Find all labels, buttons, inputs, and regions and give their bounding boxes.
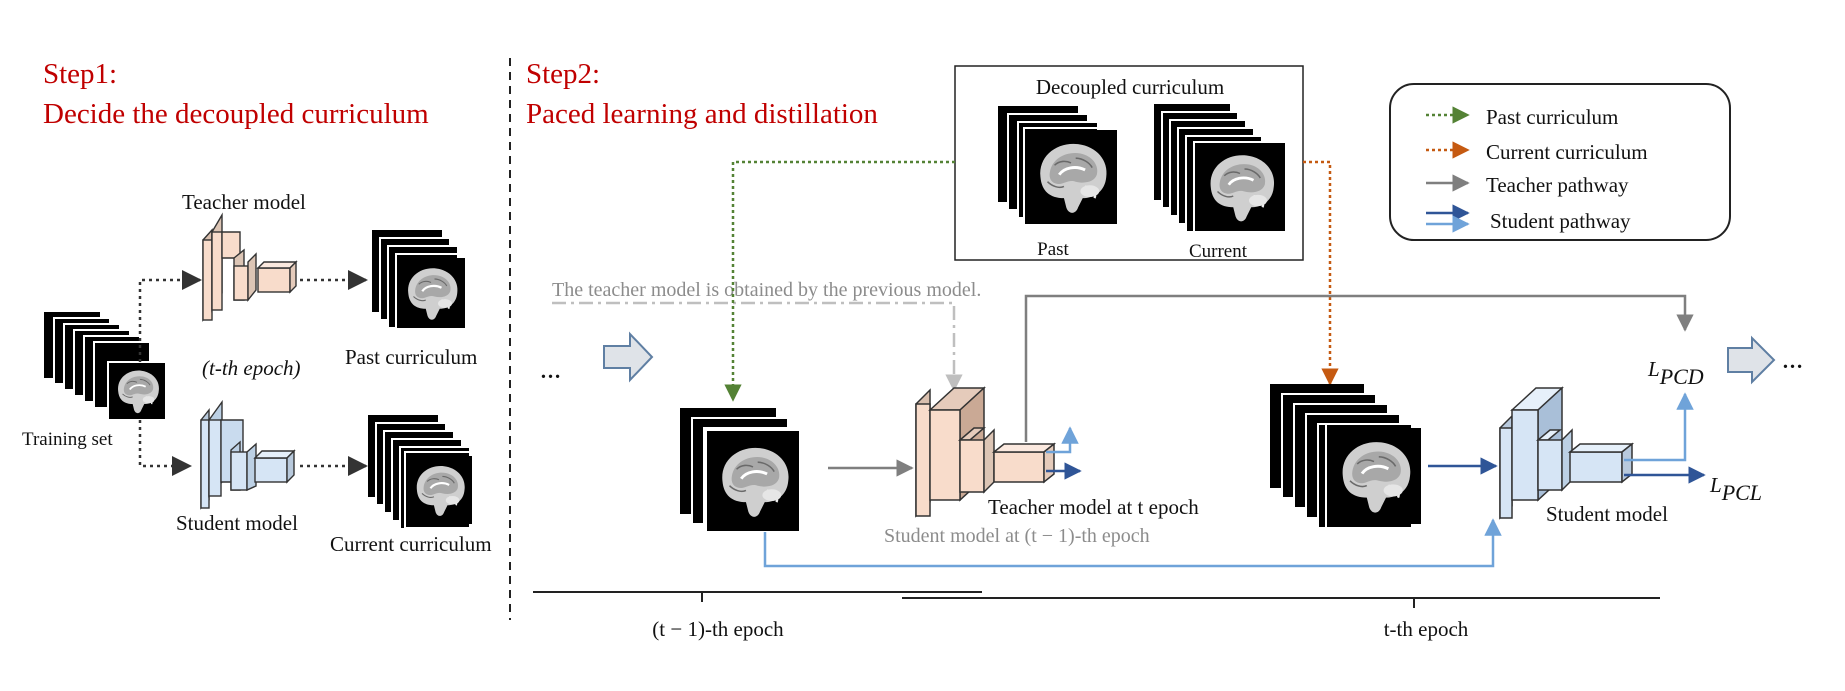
step2-student-label: Student model [1546, 502, 1668, 526]
step2-past-stack [680, 408, 801, 535]
step1-epoch-note: (t-th epoch) [202, 356, 301, 380]
step1-teacher-model [202, 212, 298, 322]
box-past-label: Past [1037, 239, 1069, 260]
step1-title: Step1: [43, 58, 117, 90]
past-curriculum-arrow [724, 160, 955, 402]
decoupled-curriculum-title: Decoupled curriculum [1036, 75, 1224, 99]
step1-current-curriculum-stack [368, 415, 474, 530]
teacher-light-out-arrow [1046, 426, 1079, 454]
teacher-note: The teacher model is obtained by the pre… [552, 279, 981, 301]
train-to-teacher-arrow [138, 270, 202, 362]
loss-pcl: LPCL [1709, 473, 1762, 505]
legend-student-label: Student pathway [1490, 209, 1631, 233]
block-arrow-left [603, 331, 654, 383]
step2-title: Step2: [526, 58, 600, 90]
step2-subtitle: Paced learning and distillation [526, 98, 878, 130]
step1-current-label: Current curriculum [330, 532, 492, 556]
teacher-at-t-label: Teacher model at t epoch [988, 495, 1199, 519]
epoch-prev-label: (t − 1)-th epoch [652, 617, 784, 641]
train-to-student-arrow [138, 420, 192, 476]
box-past-stack [998, 106, 1119, 227]
student-pathway-arrow [763, 518, 1502, 568]
teacher-pathway-arrow [1024, 294, 1694, 442]
dots-right: … [1782, 349, 1803, 373]
step2-current-stack [1270, 384, 1423, 529]
dots-left: … [540, 359, 561, 383]
teacher-note-arrow [552, 301, 963, 392]
legend-past-label: Past curriculum [1486, 105, 1618, 129]
box-current-label: Current [1189, 241, 1248, 262]
legend-teacher-label: Teacher pathway [1486, 173, 1629, 197]
current-curriculum-arrow [1303, 160, 1339, 386]
loss-pcd: LPCD [1647, 357, 1704, 389]
student-prev-label: Student model at (t − 1)-th epoch [884, 525, 1150, 547]
step1-teacher-label: Teacher model [182, 190, 306, 214]
legend-current-label: Current curriculum [1486, 140, 1648, 164]
training-set-label: Training set [22, 429, 113, 450]
legend-box [1389, 83, 1731, 241]
training-set-stack [44, 312, 167, 421]
step2-student-model [1499, 386, 1635, 520]
epoch-t-label: t-th epoch [1384, 617, 1469, 641]
box-current-stack [1154, 104, 1287, 233]
step1-past-label: Past curriculum [345, 345, 477, 369]
step1-student-label: Student model [176, 511, 298, 535]
step2-teacher-model [915, 386, 1057, 518]
step1-student-model [200, 399, 296, 510]
step1-past-curriculum-stack [372, 230, 467, 333]
student-to-pcd-arrow [1624, 392, 1694, 462]
step1-subtitle: Decide the decoupled curriculum [43, 98, 429, 130]
block-arrow-right [1727, 335, 1776, 385]
